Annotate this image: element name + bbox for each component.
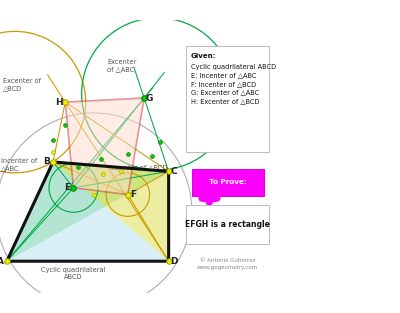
Polygon shape (7, 162, 169, 261)
Polygon shape (65, 98, 144, 195)
Text: D: D (170, 257, 178, 266)
Text: C: C (171, 167, 177, 176)
Text: H: H (56, 98, 63, 107)
Text: F: F (130, 190, 136, 199)
Text: G: G (145, 94, 153, 103)
FancyBboxPatch shape (186, 46, 269, 152)
Text: © Antonio Gutierrez
www.gogeometry.com: © Antonio Gutierrez www.gogeometry.com (197, 259, 258, 270)
Text: E: E (64, 183, 70, 192)
Text: B: B (43, 157, 50, 167)
Text: Cyclic quadrilateral ABCD
E: Incenter of △ABC
F: Incenter of △BCD
G: Excenter of: Cyclic quadrilateral ABCD E: Incenter of… (191, 64, 276, 104)
Text: Incenter of △BCD: Incenter of △BCD (110, 164, 168, 170)
Text: Given:: Given: (191, 53, 216, 59)
FancyBboxPatch shape (186, 205, 269, 244)
Polygon shape (7, 162, 169, 261)
Text: A: A (0, 257, 4, 266)
Text: Excenter of
△BCD: Excenter of △BCD (3, 78, 41, 91)
Polygon shape (53, 162, 169, 261)
Text: Excenter
of △ABC: Excenter of △ABC (108, 59, 137, 72)
Text: Incenter of
△ABC: Incenter of △ABC (1, 158, 38, 171)
Text: Cyclic quadrilateral
ABCD: Cyclic quadrilateral ABCD (41, 267, 106, 280)
Text: EFGH is a rectangle: EFGH is a rectangle (185, 220, 270, 229)
FancyBboxPatch shape (192, 169, 264, 196)
Text: To Prove:: To Prove: (209, 179, 247, 185)
